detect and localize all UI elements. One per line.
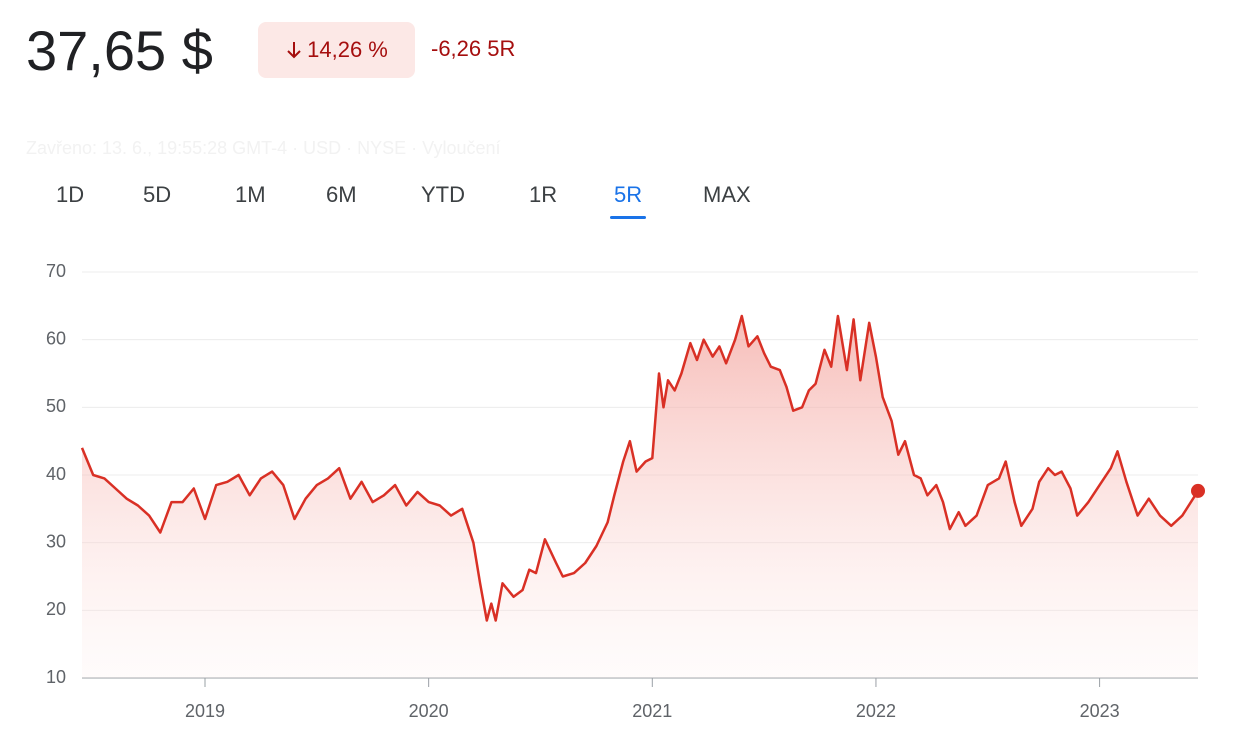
x-tick-label: 2020	[409, 701, 449, 721]
range-tab[interactable]: 1D	[56, 182, 85, 207]
y-tick-label: 70	[46, 261, 66, 281]
y-tick-label: 50	[46, 396, 66, 416]
range-tab[interactable]: 1R	[529, 182, 558, 207]
change-percent: 14,26 %	[307, 37, 388, 62]
y-tick-label: 10	[46, 667, 66, 687]
y-tick-label: 60	[46, 328, 66, 348]
area-fill	[82, 316, 1198, 678]
range-tab[interactable]: YTD	[421, 182, 465, 207]
y-tick-label: 30	[46, 531, 66, 551]
change-badge: 14,26 %	[258, 22, 415, 78]
last-point	[1191, 483, 1205, 498]
range-tab[interactable]: 1M	[235, 182, 266, 207]
down-arrow	[287, 42, 301, 59]
x-tick-label: 2023	[1080, 701, 1120, 721]
x-tick-label: 2019	[185, 701, 225, 721]
range-tab[interactable]: 6M	[326, 182, 357, 207]
closed-note: Zavřeno: 13. 6., 19:55:28 GMT-4 · USD · …	[26, 138, 501, 158]
x-tick-label: 2022	[856, 701, 896, 721]
range-tab[interactable]: 5D	[143, 182, 172, 207]
y-tick-label: 40	[46, 464, 66, 484]
range-tab[interactable]: MAX	[703, 182, 751, 207]
range-tab[interactable]: 5R	[609, 182, 647, 219]
price: 37,65 $	[26, 19, 213, 82]
change-abs: -6,26 5R	[431, 36, 516, 61]
y-tick-label: 20	[46, 599, 66, 619]
x-tick-label: 2021	[632, 701, 672, 721]
price-line	[80, 314, 1200, 622]
